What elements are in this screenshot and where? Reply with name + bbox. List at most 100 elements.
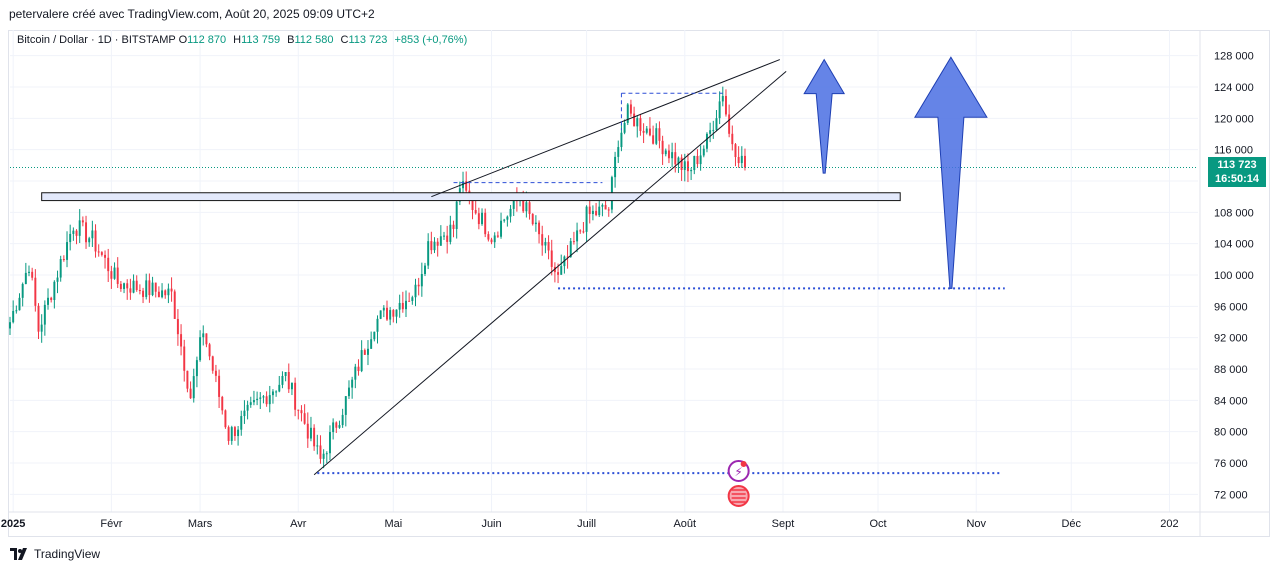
candle-body bbox=[142, 290, 145, 297]
candle-body bbox=[585, 206, 588, 232]
candle-body bbox=[436, 241, 439, 246]
candle-body bbox=[126, 283, 129, 289]
candle-body bbox=[481, 212, 484, 225]
target-arrow-small bbox=[803, 58, 846, 174]
open-label: O bbox=[178, 34, 188, 46]
open-value: 112 870 bbox=[187, 34, 227, 46]
candle-body bbox=[227, 427, 230, 441]
candle-body bbox=[294, 382, 297, 410]
candle-body bbox=[620, 132, 623, 148]
tradingview-logo[interactable]: TradingView bbox=[10, 547, 100, 561]
candle-body bbox=[319, 445, 322, 459]
price-tick-label: 116 000 bbox=[1214, 145, 1253, 157]
candle-body bbox=[233, 427, 236, 437]
time-tick-label: Juin bbox=[481, 518, 501, 530]
candle-body bbox=[373, 331, 376, 340]
chart-area[interactable] bbox=[8, 30, 1270, 537]
candle-body bbox=[18, 297, 21, 311]
candle-body bbox=[186, 370, 189, 389]
candle-body bbox=[265, 396, 268, 405]
candle-body bbox=[376, 318, 379, 332]
candle-body bbox=[623, 122, 626, 133]
candle-body bbox=[633, 113, 636, 127]
candle-body bbox=[237, 429, 240, 437]
candle-body bbox=[601, 204, 604, 207]
price-tick-label: 108 000 bbox=[1214, 207, 1254, 219]
candle-body bbox=[328, 432, 331, 454]
candle-body bbox=[389, 310, 392, 320]
candle-body bbox=[420, 273, 423, 287]
candle-body bbox=[81, 220, 84, 223]
candle-body bbox=[433, 241, 436, 251]
candle-body bbox=[347, 387, 350, 397]
symbol-name[interactable]: Bitcoin / Dollar · 1D · BITSTAMP bbox=[17, 34, 176, 46]
time-tick-label: Déc bbox=[1061, 518, 1081, 530]
candle-body bbox=[66, 242, 69, 260]
candle-body bbox=[202, 333, 205, 338]
candle-body bbox=[655, 128, 658, 144]
candle-body bbox=[176, 318, 179, 335]
candle-body bbox=[512, 197, 515, 209]
candle-body bbox=[595, 210, 598, 216]
event-dot-icon bbox=[740, 461, 747, 467]
time-tick-label: 202 bbox=[1160, 518, 1178, 530]
candle-body bbox=[240, 416, 243, 430]
candle-body bbox=[15, 310, 18, 312]
wedge-lower-line bbox=[313, 70, 787, 476]
candle-body bbox=[430, 241, 433, 251]
candle-body bbox=[12, 310, 15, 323]
candle-body bbox=[249, 402, 252, 405]
candle-body bbox=[72, 230, 75, 234]
candle-body bbox=[493, 235, 496, 243]
symbol-legend: Bitcoin / Dollar · 1D · BITSTAMP O112 87… bbox=[17, 34, 471, 46]
brand-name: TradingView bbox=[34, 547, 101, 561]
candle-body bbox=[341, 414, 344, 426]
candle-body bbox=[449, 224, 452, 242]
candle-body bbox=[522, 198, 525, 212]
candle-body bbox=[683, 161, 686, 171]
candle-body bbox=[487, 234, 490, 240]
candle-body bbox=[62, 259, 65, 261]
candle-body bbox=[183, 346, 186, 371]
header-credit: petervalere créé avec TradingView.com, A… bbox=[9, 7, 375, 21]
candle-body bbox=[40, 324, 43, 332]
candle-body bbox=[243, 410, 246, 417]
candle-body bbox=[123, 283, 126, 289]
price-tick-label: 92 000 bbox=[1214, 333, 1248, 345]
candle-body bbox=[560, 266, 563, 275]
price-tick-label: 120 000 bbox=[1214, 113, 1254, 125]
candle-body bbox=[107, 257, 110, 272]
candle-body bbox=[59, 259, 62, 278]
candle-body bbox=[357, 366, 360, 372]
candle-body bbox=[382, 307, 385, 311]
candle-body bbox=[652, 135, 655, 144]
candle-body bbox=[91, 230, 94, 239]
candle-body bbox=[446, 235, 449, 242]
candle-body bbox=[582, 231, 585, 233]
close-value: 113 723 bbox=[348, 34, 388, 46]
candle-body bbox=[370, 339, 373, 349]
candle-body bbox=[525, 202, 528, 212]
candle-body bbox=[617, 147, 620, 157]
candle-body bbox=[278, 384, 281, 392]
candle-body bbox=[262, 396, 265, 398]
time-tick-label: Oct bbox=[869, 518, 886, 530]
candle-body bbox=[728, 114, 731, 134]
candle-body bbox=[34, 277, 37, 306]
wedge-upper-line bbox=[431, 59, 781, 198]
candle-body bbox=[24, 272, 27, 284]
candle-body bbox=[167, 288, 170, 296]
candle-body bbox=[569, 241, 572, 258]
candle-body bbox=[506, 216, 509, 220]
candle-body bbox=[218, 375, 221, 397]
candle-body bbox=[737, 157, 740, 164]
event-icon-us-flag bbox=[727, 485, 750, 507]
candle-body bbox=[43, 304, 46, 325]
candle-body bbox=[224, 410, 227, 428]
candle-body bbox=[199, 337, 202, 361]
candle-body bbox=[661, 140, 664, 155]
candle-body bbox=[110, 271, 113, 279]
candle-body bbox=[9, 322, 11, 329]
candle-body bbox=[531, 213, 534, 225]
